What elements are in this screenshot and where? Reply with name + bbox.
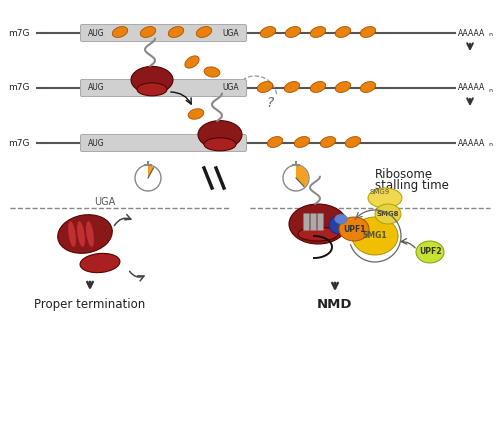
Text: AAAAA: AAAAA [458,83,485,92]
Text: UPF1: UPF1 [343,225,365,233]
Ellipse shape [339,217,369,241]
Text: UPF2: UPF2 [419,248,442,256]
Ellipse shape [284,81,300,92]
Ellipse shape [137,83,167,96]
FancyBboxPatch shape [80,25,246,41]
FancyBboxPatch shape [80,135,246,152]
Text: AUG: AUG [88,138,104,147]
Ellipse shape [360,81,376,92]
Ellipse shape [310,81,326,92]
Ellipse shape [80,253,120,273]
Text: m7G: m7G [8,138,30,147]
Ellipse shape [204,138,236,151]
Ellipse shape [368,188,402,208]
FancyBboxPatch shape [310,213,316,230]
FancyBboxPatch shape [80,80,246,97]
Text: stalling time: stalling time [375,179,449,193]
Ellipse shape [289,204,347,244]
Ellipse shape [334,214,347,224]
Text: n: n [488,87,492,92]
Ellipse shape [336,81,350,92]
Ellipse shape [352,217,398,255]
Text: AUG: AUG [88,29,104,37]
Ellipse shape [329,216,349,234]
Circle shape [135,165,161,191]
Text: SMG9: SMG9 [370,189,390,195]
Circle shape [283,165,309,191]
Text: Proper termination: Proper termination [34,298,146,311]
Ellipse shape [140,26,156,37]
Ellipse shape [131,66,173,93]
Ellipse shape [258,81,272,92]
Text: ?: ? [266,96,274,110]
Ellipse shape [310,26,326,37]
Text: AUG: AUG [88,83,104,92]
Ellipse shape [294,137,310,147]
Ellipse shape [416,241,444,263]
Ellipse shape [168,26,184,37]
Wedge shape [148,165,154,178]
Ellipse shape [320,137,336,147]
Text: UGA: UGA [222,29,240,37]
Ellipse shape [346,137,360,147]
Text: NMD: NMD [318,298,353,311]
Ellipse shape [185,56,199,68]
Ellipse shape [268,137,282,147]
FancyBboxPatch shape [318,213,324,230]
Ellipse shape [286,26,300,37]
Ellipse shape [196,26,212,37]
Text: Ribosome: Ribosome [375,167,433,181]
Ellipse shape [298,227,338,241]
Ellipse shape [198,121,242,149]
Ellipse shape [204,67,220,77]
Ellipse shape [260,26,276,37]
Text: AAAAA: AAAAA [458,29,485,37]
Text: UGA: UGA [94,197,116,207]
Ellipse shape [68,221,76,247]
Text: AAAAA: AAAAA [458,138,485,147]
Ellipse shape [77,221,85,247]
Ellipse shape [188,109,204,119]
Text: SMG1: SMG1 [362,231,388,241]
Ellipse shape [375,204,401,224]
Text: SMG8: SMG8 [377,211,399,217]
Text: n: n [488,32,492,37]
Ellipse shape [336,26,350,37]
Ellipse shape [112,26,128,37]
Ellipse shape [360,26,376,37]
Text: UGA: UGA [222,83,240,92]
Ellipse shape [58,215,112,253]
Text: m7G: m7G [8,29,30,37]
Wedge shape [296,165,308,187]
Text: n: n [488,143,492,147]
Text: m7G: m7G [8,83,30,92]
Ellipse shape [86,221,94,247]
FancyBboxPatch shape [304,213,310,230]
